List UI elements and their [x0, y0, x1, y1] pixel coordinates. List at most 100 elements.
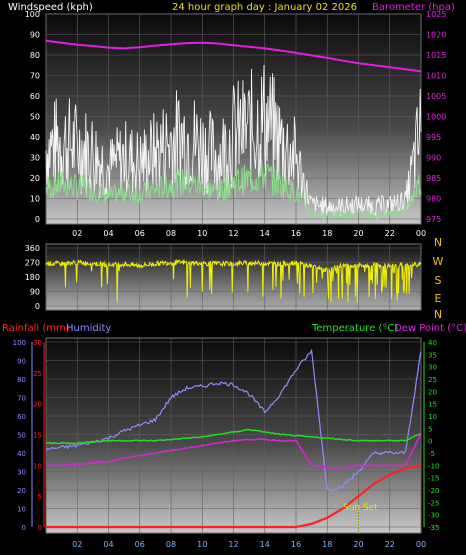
sunset-label: Sun Set: [343, 503, 378, 513]
temp-y-tick: 10: [428, 413, 437, 421]
rain-y-tick: 30: [33, 339, 42, 347]
temp-y-tick: 20: [428, 388, 437, 396]
humidity-y-tick: 80: [17, 376, 26, 384]
climate-x-tick: 12: [228, 540, 238, 549]
temp-y-tick: 40: [428, 339, 437, 347]
temp-y-tick: -35: [428, 524, 439, 532]
humidity-y-tick: 0: [22, 524, 26, 532]
humidity-y-tick: 20: [17, 487, 26, 495]
wind-x-tick: 00: [416, 229, 426, 238]
rain-y-tick: 0: [38, 524, 42, 532]
baro-y-tick: 1020: [426, 31, 446, 40]
temp-y-tick: -25: [428, 499, 439, 507]
wind-x-tick: 22: [385, 229, 395, 238]
compass-label: S: [435, 274, 442, 287]
climate-x-tick: 10: [197, 540, 207, 549]
compass-label: E: [435, 292, 442, 305]
wind-y-tick: 100: [25, 10, 40, 19]
temp-y-tick: -30: [428, 512, 439, 520]
humidity-y-tick: 40: [17, 450, 26, 458]
temp-y-tick: 15: [428, 401, 437, 409]
temp-y-tick: -10: [428, 462, 439, 470]
dir-y-tick: 180: [25, 273, 40, 282]
wind-avg-line: [45, 159, 422, 220]
wind-y-tick: 10: [30, 195, 40, 204]
humidity-y-tick: 100: [13, 339, 26, 347]
baro-y-tick: 1010: [426, 72, 446, 81]
climate-x-tick: 20: [353, 540, 363, 549]
series-marks: [45, 39, 422, 529]
wind-y-tick: 80: [30, 51, 40, 60]
baro-y-tick: 985: [426, 174, 441, 183]
climate-x-tick: 16: [291, 540, 301, 549]
wind-x-tick: 16: [291, 229, 301, 238]
wind-x-tick: 02: [72, 229, 82, 238]
wind-x-tick: 12: [228, 229, 238, 238]
climate-x-tick: 04: [103, 540, 113, 549]
wind-y-tick: 50: [30, 113, 40, 122]
baro-y-tick: 1005: [426, 92, 446, 101]
humidity-y-tick: 70: [17, 395, 26, 403]
dir-y-tick: 270: [25, 259, 40, 268]
wind-x-tick: 14: [260, 229, 270, 238]
temp-y-tick: -15: [428, 475, 439, 483]
compass-label: N: [434, 308, 442, 321]
temp-y-tick: -5: [428, 450, 435, 458]
temp-y-tick: 5: [428, 425, 432, 433]
climate-x-tick: 18: [322, 540, 332, 549]
baro-y-tick: 995: [426, 133, 441, 142]
humidity-label: Humidity: [66, 323, 111, 334]
humidity-y-tick: 50: [17, 432, 26, 440]
dewpoint-label: Dew Point (°C): [394, 323, 466, 334]
humidity-y-tick: 30: [17, 469, 26, 477]
wind-x-tick: 20: [353, 229, 363, 238]
chart-title: 24 hour graph day : January 02 2026: [172, 2, 357, 13]
humidity-y-tick: 60: [17, 413, 26, 421]
humidity-line: [45, 348, 422, 492]
barometer-axis-label: Barometer (hpa): [372, 2, 455, 13]
baro-y-tick: 1025: [426, 10, 446, 19]
dir-y-tick: 90: [30, 288, 40, 297]
wind-axis-label: Windspeed (kph): [8, 2, 93, 13]
wind-gust-line: [45, 64, 422, 217]
wind-x-tick: 18: [322, 229, 332, 238]
wind-x-tick: 10: [197, 229, 207, 238]
rain-y-tick: 15: [33, 432, 42, 440]
rainfall-label: Rainfall (mm): [2, 323, 70, 334]
wind-y-tick: 90: [30, 31, 40, 40]
temp-y-tick: 0: [428, 438, 432, 446]
rain-y-tick: 20: [33, 401, 42, 409]
rain-y-tick: 10: [33, 462, 42, 470]
wind-direction-line: [45, 258, 422, 303]
baro-y-tick: 975: [426, 215, 441, 224]
baro-y-tick: 1000: [426, 113, 446, 122]
temp-y-tick: 30: [428, 364, 437, 372]
temperature-label: Temperature (°C): [311, 323, 398, 334]
climate-x-tick: 02: [72, 540, 82, 549]
climate-x-tick: 22: [385, 540, 395, 549]
compass-label: N: [434, 236, 442, 249]
wind-y-tick: 60: [30, 92, 40, 101]
climate-x-tick: 08: [166, 540, 176, 549]
dewpoint-line: [45, 432, 422, 469]
wind-x-tick: 06: [135, 229, 145, 238]
wind-y-tick: 70: [30, 72, 40, 81]
baro-y-tick: 990: [426, 154, 441, 163]
wind-y-tick: 40: [30, 133, 40, 142]
rain-y-tick: 5: [38, 493, 42, 501]
climate-x-tick: 06: [135, 540, 145, 549]
baro-y-tick: 980: [426, 195, 441, 204]
temp-y-tick: -20: [428, 487, 439, 495]
humidity-y-tick: 90: [17, 358, 26, 366]
climate-x-tick: 14: [260, 540, 270, 549]
rainfall-line: [46, 464, 422, 529]
temp-y-tick: 25: [428, 376, 437, 384]
baro-y-tick: 1015: [426, 51, 446, 60]
wind-y-tick: 30: [30, 154, 40, 163]
temperature-line: [45, 428, 422, 445]
compass-label: W: [433, 255, 444, 268]
humidity-y-tick: 10: [17, 506, 26, 514]
dir-y-tick: 0: [35, 302, 40, 311]
wind-y-tick: 0: [35, 215, 40, 224]
